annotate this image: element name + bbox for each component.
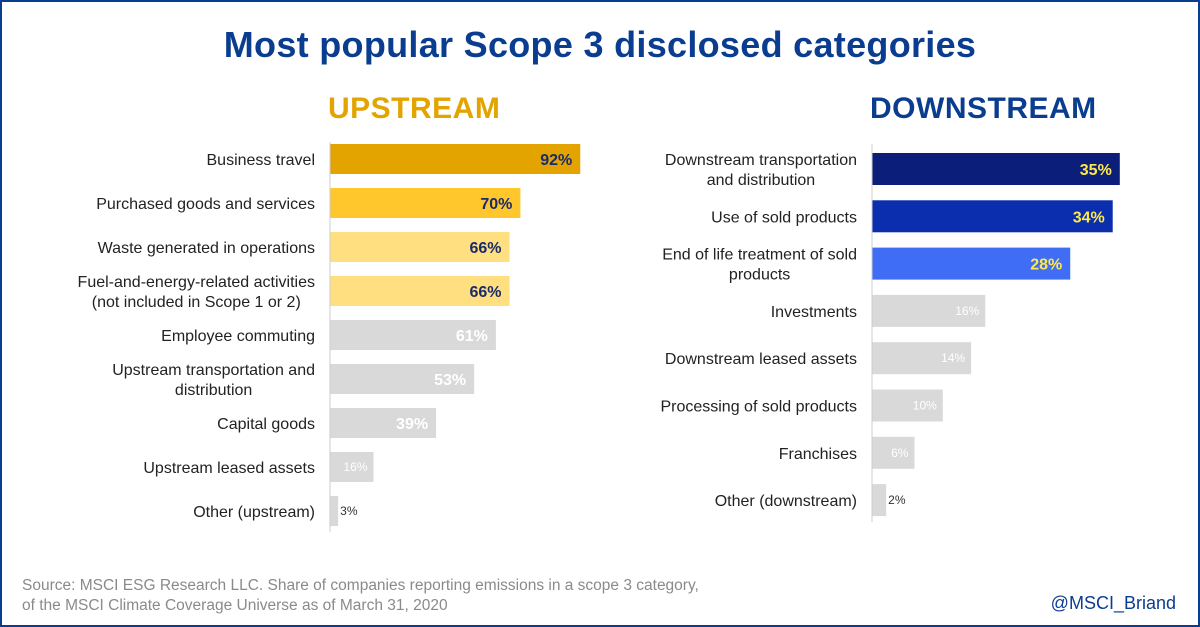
upstream-value-label: 66% [469,240,501,257]
downstream-value-label: 14% [941,351,965,365]
downstream-heading: DOWNSTREAM [870,92,1097,125]
upstream-value-label: 16% [343,460,367,474]
upstream-value-label: 70% [480,196,512,213]
chart-title: Most popular Scope 3 disclosed categorie… [223,24,977,65]
downstream-category-label: Other (downstream) [715,493,857,510]
upstream-value-label: 53% [434,372,466,389]
upstream-category-label: Capital goods [217,416,315,433]
downstream-bar [872,342,972,375]
upstream-category-label: Upstream transportation and [112,362,315,379]
downstream-value-label: 16% [955,304,979,318]
source-note: Source: MSCI ESG Research LLC. Share of … [22,576,699,616]
upstream-value-label: 66% [469,284,501,301]
downstream-category-label: and distribution [707,172,816,189]
upstream-category-label: Business travel [207,152,316,169]
upstream-bar [330,188,521,218]
downstream-value-label: 35% [1080,162,1112,179]
downstream-bar [872,247,1071,280]
downstream-value-label: 28% [1030,257,1062,274]
upstream-category-label: Other (upstream) [193,504,315,521]
upstream-heading: UPSTREAM [328,92,501,125]
upstream-category-label: Fuel-and-energy-related activities [78,274,315,291]
upstream-category-label: distribution [175,382,252,399]
upstream-value-label: 3% [340,504,358,518]
downstream-category-label: Franchises [779,446,857,463]
downstream-bar [872,436,915,469]
upstream-value-label: 92% [540,152,572,169]
downstream-bar [872,389,943,422]
downstream-value-label: 10% [913,399,937,413]
upstream-bar [330,320,496,350]
downstream-category-label: products [729,267,790,284]
source-line-2: of the MSCI Climate Coverage Universe as… [22,597,448,614]
upstream-category-label: (not included in Scope 1 or 2) [92,294,301,311]
upstream-bar [330,364,475,394]
upstream-bar [330,496,339,526]
twitter-handle: @MSCI_Briand [1050,593,1176,613]
downstream-category-label: Investments [771,304,857,321]
downstream-value-label: 34% [1073,209,1105,226]
upstream-bar [330,144,581,174]
upstream-category-label: Upstream leased assets [143,460,315,477]
downstream-category-label: Downstream leased assets [665,351,857,368]
upstream-category-label: Waste generated in operations [98,240,315,257]
downstream-bar [872,484,887,517]
source-line-1: Source: MSCI ESG Research LLC. Share of … [22,577,699,594]
upstream-bar [330,452,374,482]
downstream-bar [872,294,986,327]
upstream-value-label: 39% [396,416,428,433]
upstream-bar [330,408,437,438]
downstream-bar [872,200,1113,233]
upstream-category-label: Purchased goods and services [96,196,315,213]
downstream-value-label: 2% [888,493,906,507]
downstream-category-label: End of life treatment of sold [662,247,857,264]
downstream-category-label: Downstream transportation [665,152,857,169]
downstream-value-label: 6% [891,446,909,460]
downstream-bar [872,153,1120,185]
downstream-category-label: Processing of sold products [660,399,857,416]
upstream-category-label: Employee commuting [161,328,315,345]
upstream-value-label: 61% [456,328,488,345]
downstream-category-label: Use of sold products [711,209,857,226]
upstream-bar [330,232,510,262]
upstream-bar [330,276,510,306]
